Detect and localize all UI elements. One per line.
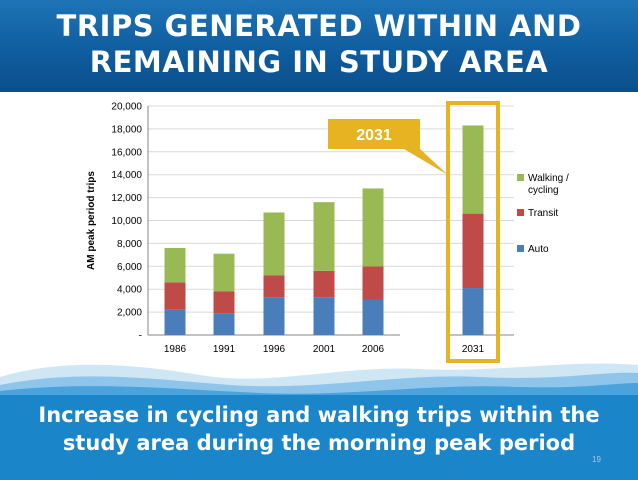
legend-swatch	[517, 245, 524, 252]
y-tick-label: 10,000	[111, 216, 142, 227]
legend-label: cycling	[528, 185, 559, 196]
caption-band: Increase in cycling and walking trips wi…	[0, 395, 638, 480]
y-tick-label: 14,000	[111, 170, 142, 181]
y-tick-label: 12,000	[111, 193, 142, 204]
bar-segment	[213, 291, 235, 314]
bar-segment	[263, 212, 285, 276]
bar-segment	[313, 202, 335, 271]
legend-label: Transit	[528, 208, 558, 219]
bar-segment	[164, 282, 186, 310]
caption-line-2: study area during the morning peak perio…	[62, 431, 576, 455]
stacked-bar-chart: - 2,000 4,000 6,000 8,000 10,000 12,000 14,000 1…	[86, 101, 569, 363]
bar-segment	[462, 288, 484, 335]
legend-label: Walking /	[528, 173, 569, 184]
y-axis-title: AM peak period trips	[86, 171, 97, 270]
y-tick-label: 16,000	[111, 147, 142, 158]
slide-title-line-1: TRIPS GENERATED WITHIN AND	[56, 9, 582, 43]
bar-segment	[313, 297, 335, 335]
x-tick-label: 1991	[213, 344, 236, 355]
legend-swatch	[517, 209, 524, 216]
bar-segment	[164, 309, 186, 335]
bar-segment	[462, 125, 484, 214]
x-tick-label: 2006	[362, 344, 385, 355]
bar-segment	[263, 297, 285, 335]
y-tick-label: 18,000	[111, 124, 142, 135]
y-tick-label: -	[139, 331, 142, 342]
bar-segment	[462, 213, 484, 289]
callout-box	[328, 119, 420, 149]
callout-pointer	[404, 149, 448, 175]
highlight-frame	[446, 101, 500, 363]
x-tick-label: 1996	[263, 344, 286, 355]
slide-title-line-2: REMAINING IN STUDY AREA	[89, 45, 549, 79]
caption-line-1: Increase in cycling and walking trips wi…	[38, 403, 600, 427]
bar-segment	[213, 253, 235, 292]
title-banner: TRIPS GENERATED WITHIN AND REMAINING IN …	[0, 0, 638, 92]
slide-number: 19	[592, 455, 601, 464]
bar-segment	[362, 188, 384, 267]
y-tick-label: 6,000	[117, 262, 142, 273]
x-tick-label: 2001	[313, 344, 336, 355]
callout-text: 2031	[356, 127, 392, 144]
bar-segment	[164, 247, 186, 283]
bar-segment	[313, 270, 335, 298]
y-tick-label: 20,000	[111, 102, 142, 113]
y-tick-label: 2,000	[117, 308, 142, 319]
bar-segment	[213, 313, 235, 335]
bar-segment	[362, 299, 384, 335]
x-tick-label: 1986	[164, 344, 187, 355]
legend-label: Auto	[528, 244, 549, 255]
legend-swatch	[517, 174, 524, 181]
x-tick-label: 2031	[462, 344, 485, 355]
bar-segment	[263, 275, 285, 298]
y-tick-label: 4,000	[117, 285, 142, 296]
y-tick-label: 8,000	[117, 239, 142, 250]
bar-segment	[362, 266, 384, 300]
